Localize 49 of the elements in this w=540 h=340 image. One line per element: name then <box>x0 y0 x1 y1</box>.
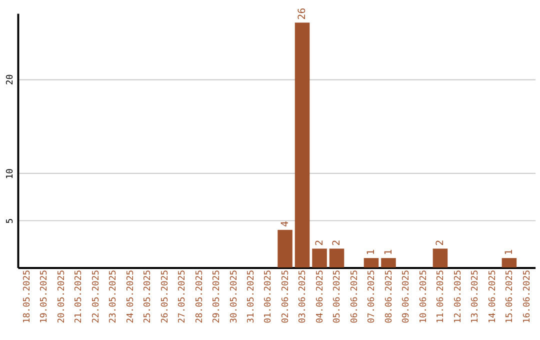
bar <box>502 258 517 268</box>
x-tick-label: 08.06.2025 <box>384 270 394 324</box>
x-tick-label: 02.06.2025 <box>280 270 291 324</box>
bar <box>381 258 396 268</box>
y-tick-label: 5 <box>5 218 16 224</box>
x-tick-label: 04.06.2025 <box>315 270 326 324</box>
bar <box>294 22 310 268</box>
x-tick-label: 10.06.2025 <box>418 270 429 324</box>
x-tick-label: 11.06.2025 <box>436 270 446 324</box>
x-tick-label: 15.06.2025 <box>505 270 516 324</box>
x-tick-label: 07.06.2025 <box>367 270 378 324</box>
data-label: 2 <box>314 240 326 246</box>
x-tick-label: 30.05.2025 <box>229 270 240 324</box>
x-tick-label: 29.05.2025 <box>212 270 222 324</box>
data-label: 26 <box>297 8 308 20</box>
bar <box>432 248 448 268</box>
x-tick-label: 26.05.2025 <box>160 270 170 324</box>
x-tick-label: 20.05.2025 <box>56 270 67 324</box>
bar <box>278 230 292 268</box>
x-tick-label: 06.06.2025 <box>350 270 360 324</box>
x-tick-label: 19.05.2025 <box>40 270 50 324</box>
data-label: 2 <box>435 240 446 246</box>
x-tick-label: 31.05.2025 <box>246 270 256 324</box>
data-label: 4 <box>280 220 291 227</box>
x-tick-label: 21.05.2025 <box>74 270 84 324</box>
x-tick-label: 05.06.2025 <box>332 270 343 324</box>
y-tick-label: 10 <box>5 168 16 180</box>
x-tick-label: 16.06.2025 <box>522 270 532 324</box>
bar <box>329 248 344 268</box>
x-tick-label: 22.05.2025 <box>91 270 102 324</box>
bar <box>312 248 327 268</box>
y-tick-label: 20 <box>5 74 16 85</box>
x-tick-label: 01.06.2025 <box>264 270 274 324</box>
x-tick-label: 14.06.2025 <box>488 270 498 324</box>
data-label: 1 <box>383 249 394 256</box>
x-tick-label: 18.05.2025 <box>22 270 32 324</box>
x-tick-label: 27.05.2025 <box>178 270 188 324</box>
x-tick-label: 23.05.2025 <box>108 270 119 324</box>
x-tick-label: 03.06.2025 <box>298 270 308 324</box>
x-tick-label: 13.06.2025 <box>470 270 481 324</box>
x-tick-label: 09.06.2025 <box>402 270 412 324</box>
x-tick-label: 12.06.2025 <box>453 270 464 324</box>
data-label: 1 <box>504 249 516 256</box>
x-tick-label: 25.05.2025 <box>143 270 154 324</box>
x-tick-label: 28.05.2025 <box>194 270 205 324</box>
x-tick-label: 24.05.2025 <box>126 270 136 324</box>
bar <box>364 258 379 268</box>
data-label: 1 <box>366 249 378 256</box>
data-label: 2 <box>332 240 343 246</box>
